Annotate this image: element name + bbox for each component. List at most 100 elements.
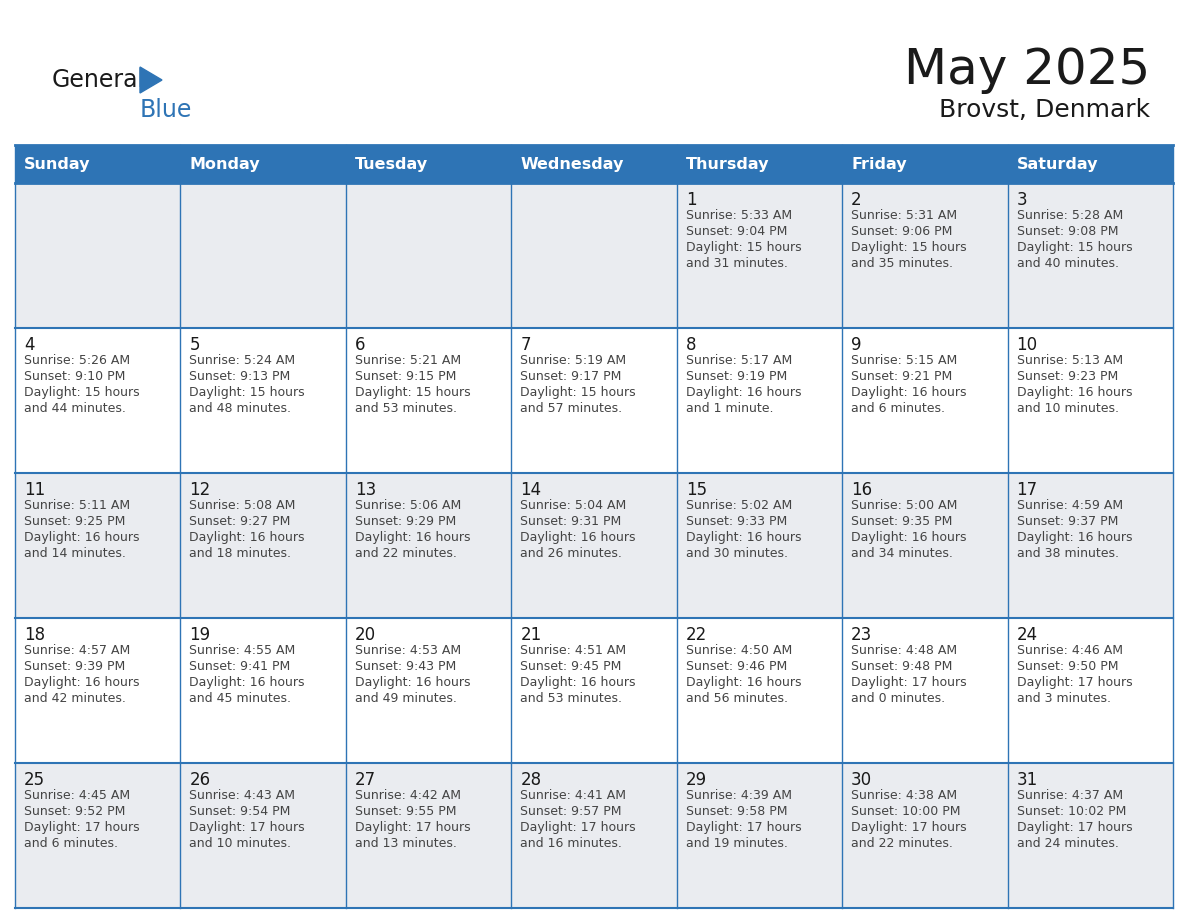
Text: Daylight: 16 hours: Daylight: 16 hours	[685, 531, 801, 544]
Text: and 45 minutes.: and 45 minutes.	[189, 692, 291, 705]
Text: Sunrise: 5:19 AM: Sunrise: 5:19 AM	[520, 354, 626, 367]
Text: and 34 minutes.: and 34 minutes.	[851, 547, 953, 560]
Text: Daylight: 16 hours: Daylight: 16 hours	[851, 386, 967, 399]
Text: 28: 28	[520, 771, 542, 789]
Bar	[15, 328, 181, 473]
Text: and 19 minutes.: and 19 minutes.	[685, 837, 788, 850]
Text: 29: 29	[685, 771, 707, 789]
Text: Sunset: 9:15 PM: Sunset: 9:15 PM	[355, 370, 456, 383]
Text: and 57 minutes.: and 57 minutes.	[520, 402, 623, 415]
Text: Sunrise: 5:24 AM: Sunrise: 5:24 AM	[189, 354, 296, 367]
Bar	[1007, 183, 1173, 328]
Text: Daylight: 17 hours: Daylight: 17 hours	[189, 821, 305, 834]
Text: and 10 minutes.: and 10 minutes.	[1017, 402, 1119, 415]
Bar	[181, 183, 346, 328]
Bar	[181, 328, 346, 473]
Text: 1: 1	[685, 191, 696, 209]
Bar	[677, 473, 842, 618]
Text: Daylight: 15 hours: Daylight: 15 hours	[1017, 241, 1132, 254]
Bar	[346, 145, 511, 183]
Text: Saturday: Saturday	[1017, 156, 1098, 172]
Text: Sunset: 9:57 PM: Sunset: 9:57 PM	[520, 805, 621, 818]
Text: Sunset: 9:21 PM: Sunset: 9:21 PM	[851, 370, 953, 383]
Text: Sunrise: 4:39 AM: Sunrise: 4:39 AM	[685, 789, 791, 802]
Text: Daylight: 17 hours: Daylight: 17 hours	[355, 821, 470, 834]
Text: and 26 minutes.: and 26 minutes.	[520, 547, 623, 560]
Text: Friday: Friday	[851, 156, 906, 172]
Text: 15: 15	[685, 481, 707, 499]
Text: Sunset: 9:35 PM: Sunset: 9:35 PM	[851, 515, 953, 528]
Text: and 31 minutes.: and 31 minutes.	[685, 257, 788, 270]
Text: and 0 minutes.: and 0 minutes.	[851, 692, 946, 705]
Bar	[1007, 618, 1173, 763]
Bar	[677, 145, 842, 183]
Text: Sunrise: 4:53 AM: Sunrise: 4:53 AM	[355, 644, 461, 657]
Text: Monday: Monday	[189, 156, 260, 172]
Bar	[1007, 328, 1173, 473]
Text: and 18 minutes.: and 18 minutes.	[189, 547, 291, 560]
Text: Daylight: 15 hours: Daylight: 15 hours	[685, 241, 802, 254]
Bar	[511, 473, 677, 618]
Text: Sunrise: 5:13 AM: Sunrise: 5:13 AM	[1017, 354, 1123, 367]
Text: Sunrise: 5:06 AM: Sunrise: 5:06 AM	[355, 499, 461, 512]
Text: 5: 5	[189, 336, 200, 354]
Text: Daylight: 15 hours: Daylight: 15 hours	[24, 386, 140, 399]
Text: Sunset: 9:29 PM: Sunset: 9:29 PM	[355, 515, 456, 528]
Text: and 6 minutes.: and 6 minutes.	[851, 402, 946, 415]
Bar	[842, 145, 1007, 183]
Text: Sunset: 9:54 PM: Sunset: 9:54 PM	[189, 805, 291, 818]
Text: Sunset: 9:39 PM: Sunset: 9:39 PM	[24, 660, 125, 673]
Text: and 35 minutes.: and 35 minutes.	[851, 257, 953, 270]
Text: and 10 minutes.: and 10 minutes.	[189, 837, 291, 850]
Text: Sunrise: 5:28 AM: Sunrise: 5:28 AM	[1017, 209, 1123, 222]
Text: Sunrise: 5:00 AM: Sunrise: 5:00 AM	[851, 499, 958, 512]
Text: Wednesday: Wednesday	[520, 156, 624, 172]
Bar	[346, 618, 511, 763]
Text: 8: 8	[685, 336, 696, 354]
Text: General: General	[52, 68, 145, 92]
Text: and 44 minutes.: and 44 minutes.	[24, 402, 126, 415]
Text: 4: 4	[24, 336, 34, 354]
Text: Sunrise: 4:48 AM: Sunrise: 4:48 AM	[851, 644, 958, 657]
Text: Sunset: 9:48 PM: Sunset: 9:48 PM	[851, 660, 953, 673]
Text: 13: 13	[355, 481, 377, 499]
Text: 14: 14	[520, 481, 542, 499]
Bar	[15, 473, 181, 618]
Text: and 24 minutes.: and 24 minutes.	[1017, 837, 1118, 850]
Text: Sunrise: 5:17 AM: Sunrise: 5:17 AM	[685, 354, 792, 367]
Text: Sunset: 9:19 PM: Sunset: 9:19 PM	[685, 370, 786, 383]
Bar	[842, 618, 1007, 763]
Text: Daylight: 16 hours: Daylight: 16 hours	[189, 676, 305, 689]
Text: Sunset: 9:37 PM: Sunset: 9:37 PM	[1017, 515, 1118, 528]
Text: and 40 minutes.: and 40 minutes.	[1017, 257, 1119, 270]
Text: Sunset: 9:25 PM: Sunset: 9:25 PM	[24, 515, 126, 528]
Text: Daylight: 17 hours: Daylight: 17 hours	[1017, 821, 1132, 834]
Text: Sunrise: 4:50 AM: Sunrise: 4:50 AM	[685, 644, 792, 657]
Bar	[181, 473, 346, 618]
Text: Daylight: 16 hours: Daylight: 16 hours	[24, 676, 139, 689]
Text: Tuesday: Tuesday	[355, 156, 428, 172]
Text: Daylight: 15 hours: Daylight: 15 hours	[189, 386, 305, 399]
Text: Sunrise: 4:43 AM: Sunrise: 4:43 AM	[189, 789, 296, 802]
Text: Sunrise: 4:41 AM: Sunrise: 4:41 AM	[520, 789, 626, 802]
Text: 2: 2	[851, 191, 861, 209]
Text: Sunset: 9:45 PM: Sunset: 9:45 PM	[520, 660, 621, 673]
Text: Sunrise: 5:26 AM: Sunrise: 5:26 AM	[24, 354, 131, 367]
Text: Daylight: 15 hours: Daylight: 15 hours	[851, 241, 967, 254]
Text: and 48 minutes.: and 48 minutes.	[189, 402, 291, 415]
Text: Sunrise: 4:51 AM: Sunrise: 4:51 AM	[520, 644, 626, 657]
Text: Sunset: 9:10 PM: Sunset: 9:10 PM	[24, 370, 126, 383]
Text: 6: 6	[355, 336, 366, 354]
Text: Daylight: 16 hours: Daylight: 16 hours	[1017, 386, 1132, 399]
Bar	[181, 763, 346, 908]
Text: 24: 24	[1017, 626, 1037, 644]
Text: and 6 minutes.: and 6 minutes.	[24, 837, 118, 850]
Text: Daylight: 15 hours: Daylight: 15 hours	[520, 386, 636, 399]
Text: Daylight: 17 hours: Daylight: 17 hours	[685, 821, 802, 834]
Text: Sunrise: 4:42 AM: Sunrise: 4:42 AM	[355, 789, 461, 802]
Text: 17: 17	[1017, 481, 1037, 499]
Text: Sunset: 9:06 PM: Sunset: 9:06 PM	[851, 225, 953, 238]
Text: and 22 minutes.: and 22 minutes.	[355, 547, 456, 560]
Text: Sunrise: 4:37 AM: Sunrise: 4:37 AM	[1017, 789, 1123, 802]
Text: Sunset: 9:58 PM: Sunset: 9:58 PM	[685, 805, 788, 818]
